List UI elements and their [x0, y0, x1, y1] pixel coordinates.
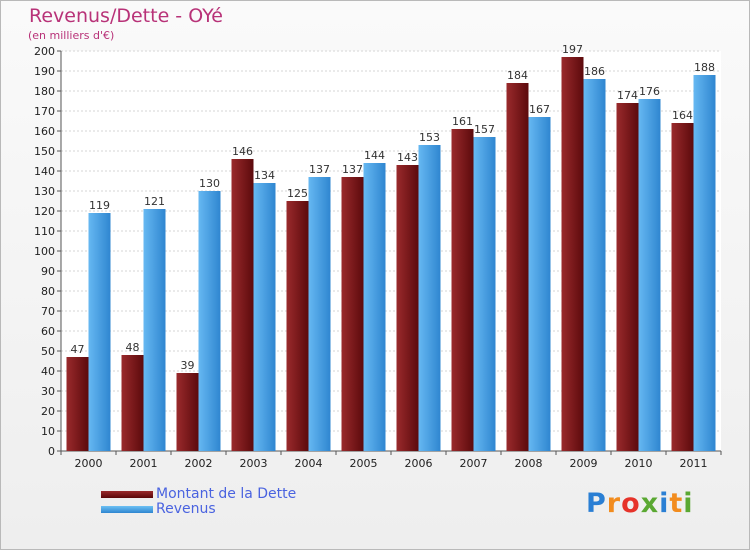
- x-tick-label: 2000: [75, 457, 103, 470]
- y-tick-label: 120: [34, 205, 55, 218]
- bar-dette: [66, 357, 89, 451]
- legend-swatch-dette: [101, 491, 153, 498]
- data-label-dette: 143: [397, 151, 418, 164]
- bar-revenus: [143, 209, 166, 451]
- y-tick-label: 20: [41, 405, 55, 418]
- bar-revenus: [418, 145, 441, 451]
- bar-dette: [451, 129, 474, 451]
- x-tick-label: 2005: [350, 457, 378, 470]
- data-label-dette: 39: [181, 359, 195, 372]
- data-label-dette: 184: [507, 69, 528, 82]
- logo-letter: i: [659, 488, 670, 519]
- legend-swatch-revenus: [101, 506, 153, 513]
- logo-letter: i: [683, 488, 694, 519]
- bar-dette: [671, 123, 694, 451]
- data-label-revenus: 121: [144, 195, 165, 208]
- logo-letter: t: [669, 488, 684, 519]
- x-tick-label: 2006: [405, 457, 433, 470]
- data-label-dette: 197: [562, 43, 583, 56]
- x-tick-label: 2007: [460, 457, 488, 470]
- data-label-revenus: 130: [199, 177, 220, 190]
- y-tick-label: 30: [41, 385, 55, 398]
- x-tick-label: 2003: [240, 457, 268, 470]
- x-tick-label: 2010: [625, 457, 653, 470]
- bar-dette: [286, 201, 309, 451]
- data-label-dette: 174: [617, 89, 638, 102]
- bar-revenus: [638, 99, 661, 451]
- y-tick-label: 10: [41, 425, 55, 438]
- bar-revenus: [88, 213, 111, 451]
- y-tick-label: 160: [34, 125, 55, 138]
- logo-letter: o: [621, 488, 641, 519]
- y-tick-label: 190: [34, 65, 55, 78]
- data-label-revenus: 137: [309, 163, 330, 176]
- data-label-revenus: 176: [639, 85, 660, 98]
- bar-revenus: [693, 75, 716, 451]
- bar-dette: [396, 165, 419, 451]
- x-tick-label: 2009: [570, 457, 598, 470]
- data-label-dette: 164: [672, 109, 693, 122]
- x-tick-label: 2008: [515, 457, 543, 470]
- data-label-revenus: 157: [474, 123, 495, 136]
- x-tick-label: 2002: [185, 457, 213, 470]
- y-tick-label: 100: [34, 245, 55, 258]
- x-tick-label: 2001: [130, 457, 158, 470]
- data-label-revenus: 153: [419, 131, 440, 144]
- logo-letter: x: [640, 488, 660, 519]
- data-label-dette: 48: [126, 341, 140, 354]
- data-label-revenus: 119: [89, 199, 110, 212]
- bar-dette: [176, 373, 199, 451]
- legend-label-dette: Montant de la Dette: [156, 486, 297, 502]
- y-tick-label: 70: [41, 305, 55, 318]
- bar-dette: [341, 177, 364, 451]
- data-label-revenus: 188: [694, 61, 715, 74]
- bar-revenus: [308, 177, 331, 451]
- data-label-dette: 125: [287, 187, 308, 200]
- y-tick-label: 80: [41, 285, 55, 298]
- x-tick-label: 2011: [680, 457, 708, 470]
- chart-title: Revenus/Dette - OYé: [29, 5, 223, 27]
- bar-revenus: [473, 137, 496, 451]
- bar-dette: [121, 355, 144, 451]
- y-tick-label: 50: [41, 345, 55, 358]
- data-label-dette: 146: [232, 145, 253, 158]
- bar-dette: [506, 83, 529, 451]
- y-tick-label: 140: [34, 165, 55, 178]
- y-tick-label: 90: [41, 265, 55, 278]
- y-tick-label: 130: [34, 185, 55, 198]
- y-tick-label: 0: [48, 445, 55, 458]
- proxiti-logo: Proxiti: [586, 488, 694, 519]
- bar-revenus: [198, 191, 221, 451]
- bar-revenus: [528, 117, 551, 451]
- logo-letter: r: [606, 488, 622, 519]
- bar-dette: [561, 57, 584, 451]
- y-tick-label: 60: [41, 325, 55, 338]
- bar-revenus: [363, 163, 386, 451]
- bar-dette: [616, 103, 639, 451]
- data-label-revenus: 134: [254, 169, 275, 182]
- legend-label-revenus: Revenus: [156, 501, 216, 517]
- data-label-revenus: 144: [364, 149, 385, 162]
- x-tick-label: 2004: [295, 457, 323, 470]
- data-label-dette: 47: [71, 343, 85, 356]
- data-label-revenus: 186: [584, 65, 605, 78]
- y-tick-label: 180: [34, 85, 55, 98]
- data-label-dette: 137: [342, 163, 363, 176]
- y-tick-label: 110: [34, 225, 55, 238]
- bar-revenus: [583, 79, 606, 451]
- data-label-revenus: 167: [529, 103, 550, 116]
- chart-subtitle: (en milliers d'€): [28, 29, 115, 42]
- bar-revenus: [253, 183, 276, 451]
- y-tick-label: 170: [34, 105, 55, 118]
- y-tick-label: 200: [34, 45, 55, 58]
- data-label-dette: 161: [452, 115, 473, 128]
- y-tick-label: 150: [34, 145, 55, 158]
- logo-letter: P: [586, 488, 607, 519]
- bar-dette: [231, 159, 254, 451]
- y-tick-label: 40: [41, 365, 55, 378]
